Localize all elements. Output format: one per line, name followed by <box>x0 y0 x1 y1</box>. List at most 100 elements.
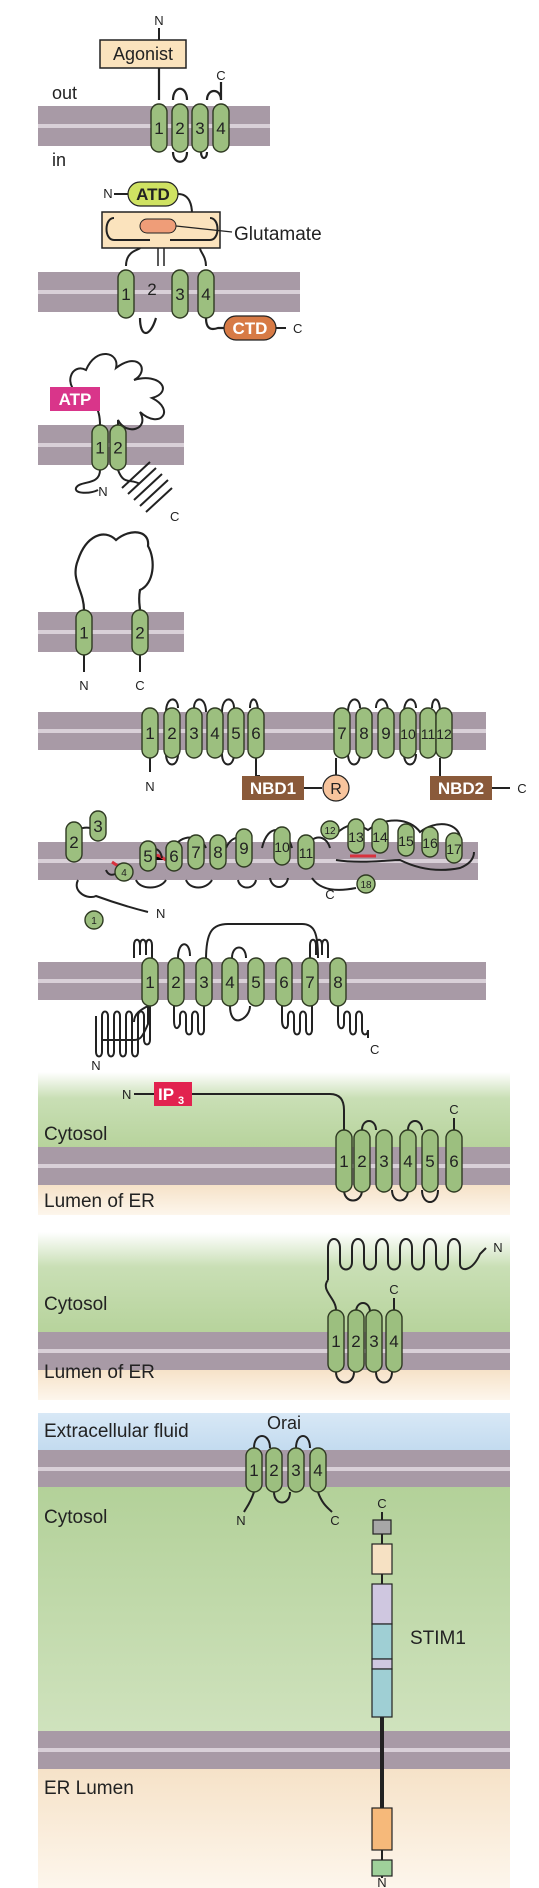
panel-9: Cytosol Lumen of ER N C <box>38 1232 510 1400</box>
helix-segment <box>91 424 109 471</box>
helix-segment-label: 2 <box>357 1152 366 1171</box>
helix-segment-label: 3 <box>175 285 184 304</box>
helix-segment <box>399 707 417 759</box>
helix-segment-label: 10 <box>400 726 416 742</box>
stim1-lavender-band <box>371 1658 393 1670</box>
helix-segment <box>209 834 227 870</box>
panel-2: N ATD Glutamate 2 CTD C <box>38 181 322 341</box>
helix-segment <box>171 103 189 153</box>
stim1-n-terminus-label: N <box>377 1875 386 1888</box>
helix-segment <box>109 424 127 471</box>
helix-segment-label: 4 <box>216 119 225 138</box>
helix-segment-label: 5 <box>143 847 152 866</box>
helix-segment <box>185 707 203 759</box>
helix-segment-label: 4 <box>389 1332 398 1351</box>
helix-segment <box>353 1129 371 1193</box>
helix-segment <box>75 609 93 656</box>
helix-segment <box>247 707 265 759</box>
helix-segment-label: 10 <box>274 839 290 855</box>
helix-segment <box>167 957 185 1007</box>
helix-segment <box>247 957 265 1007</box>
c-terminus-label: C <box>325 887 334 902</box>
helix-segment <box>89 810 107 842</box>
n-terminus-label: N <box>98 484 107 499</box>
helix-segment <box>365 1309 383 1373</box>
helix-segment-label: 8 <box>359 724 368 743</box>
helix-segment <box>301 957 319 1007</box>
helix-segment <box>335 1129 353 1193</box>
helix-segment-label: 1 <box>91 916 97 927</box>
helix-segment <box>84 910 104 930</box>
helix-segment-label: 4 <box>313 1461 322 1480</box>
nbd2-box <box>430 776 492 800</box>
helix-segment <box>163 707 181 759</box>
helix-segment-label: 1 <box>339 1152 348 1171</box>
ctd-label: CTD <box>233 319 268 338</box>
helix-segment-label: 17 <box>446 841 462 857</box>
stim1-label: STIM1 <box>410 1628 466 1649</box>
helix-segment <box>320 820 340 840</box>
helix-segment <box>375 1129 393 1193</box>
helix-segment-label: 7 <box>191 843 200 862</box>
helix-segment-label: 6 <box>279 973 288 992</box>
helix-segment <box>65 821 83 863</box>
helix-segment-label: 2 <box>351 1332 360 1351</box>
helix-segment-label: 1 <box>145 724 154 743</box>
helix-segment-label: 12 <box>324 826 336 837</box>
helix-segment <box>397 823 415 857</box>
c-terminus-label: C <box>370 1042 379 1057</box>
helix-segment <box>445 832 463 864</box>
helix-segment-label: 2 <box>113 439 122 458</box>
n-terminus-label: N <box>145 779 154 794</box>
helix-segment <box>195 957 213 1007</box>
c-terminus-label: C <box>170 509 179 524</box>
n-terminus-label: N <box>79 678 88 693</box>
helix-segment-label: 13 <box>348 829 364 845</box>
helix-segment <box>131 609 149 656</box>
helix-segment <box>297 834 315 870</box>
helix-segment-label: 3 <box>93 817 102 836</box>
helix-segment-label: 14 <box>372 829 388 845</box>
helix-segment <box>273 826 291 866</box>
stim1-teal-domain-1 <box>371 1623 393 1660</box>
out-label: out <box>52 83 77 103</box>
helix-segment-label: 8 <box>333 973 342 992</box>
nbd1-box <box>242 776 304 800</box>
helix-segment <box>150 103 168 153</box>
c-terminus-label: C <box>517 781 526 796</box>
helix-segment-label: 3 <box>199 973 208 992</box>
helix-segment-label: 1 <box>154 119 163 138</box>
helix-segment <box>275 957 293 1007</box>
atp-label: ATP <box>59 390 92 409</box>
helix-segment-label: 16 <box>422 835 438 851</box>
helix-segment-label: 15 <box>398 833 414 849</box>
helix-segment <box>377 707 395 759</box>
atp-box <box>50 387 100 411</box>
helix-segment-label: 4 <box>225 973 234 992</box>
helix-segment-label: 5 <box>251 973 260 992</box>
helix-segment <box>245 1447 263 1493</box>
helix-segment <box>265 1447 283 1493</box>
helix-segment <box>356 874 376 894</box>
helix-segment <box>327 1309 345 1373</box>
helix-segment <box>141 957 159 1007</box>
panel-5: N NBD1 R NBD2 C <box>38 698 527 802</box>
ip3-subscript: 3 <box>178 1095 184 1107</box>
helix-segment-label: 1 <box>249 1461 258 1480</box>
cytosol-label: Cytosol <box>44 1507 107 1528</box>
stim1-orange-domain <box>371 1807 393 1851</box>
n-terminus-label: N <box>154 13 163 28</box>
helix-segment <box>309 1447 327 1493</box>
helix-segment <box>117 269 135 319</box>
nbd1-label: NBD1 <box>250 779 296 798</box>
helix-segment-label: 2 <box>167 724 176 743</box>
helix-segment-label: 1 <box>95 439 104 458</box>
stim1-tan-domain <box>371 1543 393 1575</box>
orai-label: Orai <box>267 1413 301 1433</box>
helix-segment-label: 2 <box>69 833 78 852</box>
helix-segment-label: 3 <box>379 1152 388 1171</box>
helix-segment-label: 5 <box>425 1152 434 1171</box>
helix-segment-label: 7 <box>305 973 314 992</box>
helix-segment-label: 3 <box>291 1461 300 1480</box>
